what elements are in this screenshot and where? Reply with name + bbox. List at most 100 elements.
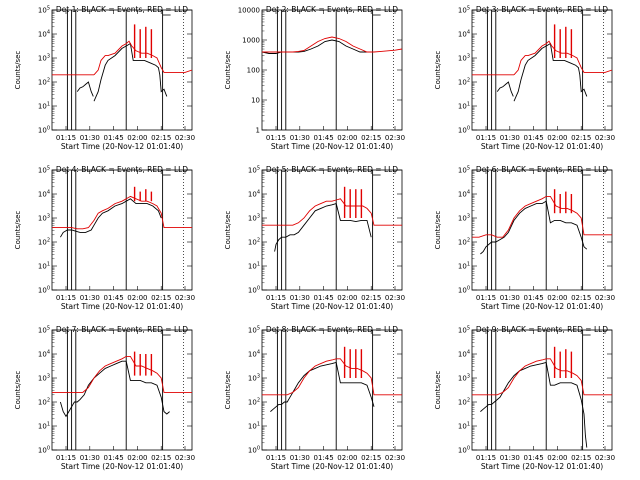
y-tick-label: 105 (38, 326, 50, 335)
y-tick-label: 100 (248, 286, 260, 295)
x-tick-label: 02:30 (595, 294, 615, 302)
y-tick-label: 103 (248, 374, 260, 383)
y-axis-label: Counts/sec (14, 211, 22, 250)
x-tick-label: 02:30 (385, 134, 405, 142)
y-tick-label: 105 (458, 6, 470, 15)
det-panel-9: 100 101 102 103 104 105 01:15 01:30 01:45 02:00 02… (434, 325, 615, 471)
x-axis-label: Start Time (20-Nov-12 01:01:40) (481, 462, 603, 471)
y-tick-label: 102 (458, 78, 470, 87)
y-tick-label: 104 (38, 350, 50, 359)
panel-title: Det 4: BLACK = Events, RED = LLD (56, 165, 188, 174)
x-tick-label: 01:45 (104, 294, 124, 302)
y-tick-label: 10 (251, 97, 260, 105)
x-tick-label: 01:45 (524, 294, 544, 302)
y-tick-label: 101 (38, 102, 50, 111)
x-tick-label: 01:15 (56, 134, 76, 142)
y-axis-label: Counts/sec (224, 51, 232, 90)
panel-title: Det 1: BLACK = Events, RED = LLD (56, 5, 188, 14)
y-axis-label: Counts/sec (224, 211, 232, 250)
x-tick-label: 02:15 (151, 454, 171, 462)
lld-line (52, 195, 192, 230)
y-tick-label: 100 (38, 286, 50, 295)
x-tick-label: 01:15 (476, 134, 496, 142)
y-tick-label: 104 (248, 190, 260, 199)
y-tick-label: 105 (248, 166, 260, 175)
x-tick-label: 02:30 (595, 454, 615, 462)
y-tick-label: 102 (458, 238, 470, 247)
y-tick-label: 102 (38, 78, 50, 87)
x-tick-label: 02:30 (595, 134, 615, 142)
panel-title: Det 6: BLACK = Events, RED = LLD (476, 165, 608, 174)
y-tick-label: 102 (458, 398, 470, 407)
plot-frame (471, 169, 613, 291)
plot-frame (51, 169, 193, 291)
x-tick-label: 02:00 (337, 134, 357, 142)
x-tick-label: 01:45 (524, 134, 544, 142)
x-tick-label: 02:30 (175, 294, 195, 302)
lld-line (472, 358, 612, 396)
events-line (513, 42, 588, 102)
plot-frame (261, 329, 403, 451)
lld-line (262, 358, 402, 396)
y-tick-label: 103 (38, 374, 50, 383)
x-tick-label: 02:00 (127, 294, 147, 302)
x-tick-label: 01:15 (56, 454, 76, 462)
x-tick-label: 02:30 (175, 134, 195, 142)
events-line (59, 360, 170, 418)
lld-line (262, 198, 402, 226)
events-line (496, 81, 514, 97)
x-tick-label: 02:00 (547, 134, 567, 142)
x-tick-label: 01:45 (524, 454, 544, 462)
panel-title: Det 5: BLACK = Events, RED = LLD (266, 165, 398, 174)
y-tick-label: 1000 (242, 37, 260, 45)
lld-line (472, 195, 612, 238)
events-line (480, 200, 588, 255)
y-axis-label: Counts/sec (14, 371, 22, 410)
x-tick-label: 01:30 (80, 294, 100, 302)
x-tick-label: 01:30 (500, 294, 520, 302)
x-tick-label: 01:15 (476, 454, 496, 462)
x-tick-label: 02:30 (385, 454, 405, 462)
y-tick-label: 101 (248, 422, 260, 431)
panel-title: Det 3: BLACK = Events, RED = LLD (476, 5, 608, 14)
y-tick-label: 104 (458, 30, 470, 39)
x-tick-label: 01:45 (314, 294, 334, 302)
x-tick-label: 02:15 (361, 294, 381, 302)
lld-line (262, 36, 402, 53)
x-axis-label: Start Time (20-Nov-12 01:01:40) (481, 142, 603, 151)
x-tick-label: 01:15 (266, 134, 286, 142)
det-panel-2: 1 10 100 1000 10000 01:15 01:30 01:45 02:00 02:15… (224, 5, 405, 151)
y-tick-label: 105 (458, 326, 470, 335)
lld-line (52, 355, 192, 393)
x-tick-label: 02:00 (127, 454, 147, 462)
det-panel-6: 100 101 102 103 104 105 01:15 01:30 01:45 02:00 02… (434, 165, 615, 311)
det-panel-8: 100 101 102 103 104 105 01:15 01:30 01:45 02:00 02… (224, 325, 405, 471)
y-tick-label: 101 (458, 102, 470, 111)
y-axis-label: Counts/sec (434, 211, 442, 250)
y-axis-label: Counts/sec (434, 371, 442, 410)
x-axis-label: Start Time (20-Nov-12 01:01:40) (481, 302, 603, 311)
x-tick-label: 02:00 (547, 294, 567, 302)
x-tick-label: 01:45 (314, 134, 334, 142)
y-tick-label: 103 (458, 214, 470, 223)
y-tick-label: 1 (256, 127, 260, 135)
x-tick-label: 01:30 (290, 294, 310, 302)
y-tick-label: 105 (38, 166, 50, 175)
x-axis-label: Start Time (20-Nov-12 01:01:40) (61, 462, 183, 471)
y-axis-label: Counts/sec (224, 371, 232, 410)
det-panel-7: 100 101 102 103 104 105 01:15 01:30 01:45 02:00 02… (14, 325, 195, 471)
x-tick-label: 02:00 (337, 294, 357, 302)
y-tick-label: 104 (38, 190, 50, 199)
y-axis-label: Counts/sec (434, 51, 442, 90)
det-panel-4: 100 101 102 103 104 105 01:15 01:30 01:45 02:00 02… (14, 165, 195, 311)
y-tick-label: 100 (247, 67, 260, 75)
plot-frame (471, 329, 613, 451)
y-tick-label: 105 (248, 326, 260, 335)
lld-line (93, 40, 192, 76)
det-panel-1: 100 101 102 103 104 105 01:15 01:30 01:45 02:00 02… (14, 5, 195, 151)
x-tick-label: 02:00 (337, 454, 357, 462)
det-panel-5: 100 101 102 103 104 105 01:15 01:30 01:45 02:00 02… (224, 165, 405, 311)
y-tick-label: 103 (38, 214, 50, 223)
y-tick-label: 104 (248, 350, 260, 359)
plot-frame (471, 9, 613, 131)
